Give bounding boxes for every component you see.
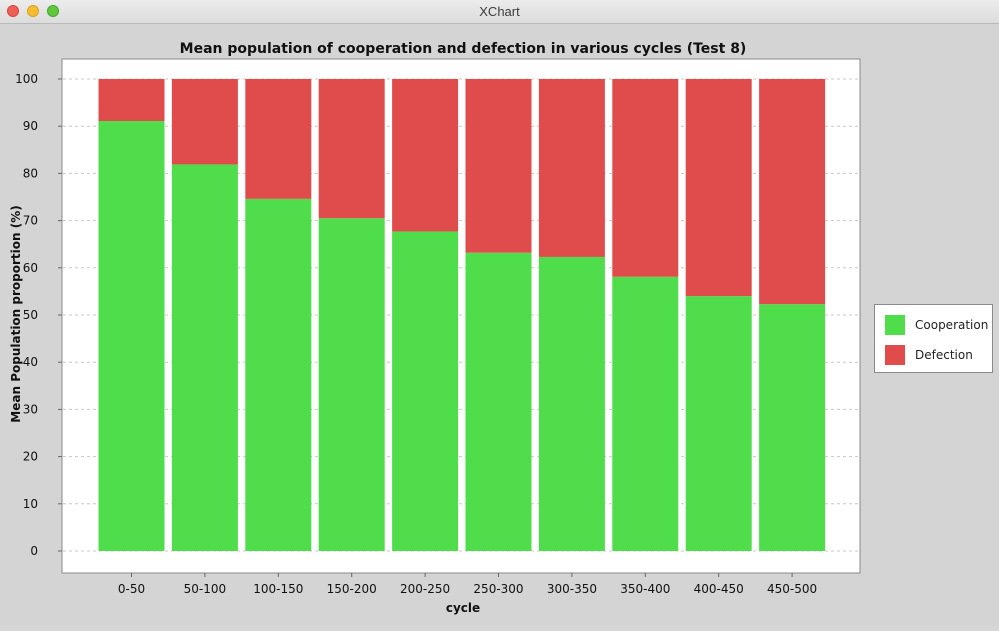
- chart-title: Mean population of cooperation and defec…: [180, 41, 747, 57]
- y-tick-label-60: 60: [23, 261, 38, 275]
- y-tick-label-90: 90: [23, 119, 38, 133]
- x-tick-label-250-300: 250-300: [473, 582, 523, 596]
- bar-defection-350-400: [612, 79, 679, 277]
- bar-cooperation-250-300: [465, 252, 532, 552]
- zoom-window-button[interactable]: [47, 5, 59, 17]
- chart-panel: Mean population of cooperation and defec…: [0, 24, 999, 626]
- bar-cooperation-400-450: [685, 296, 752, 551]
- y-axis-label: Mean Population proportion (%): [9, 205, 23, 422]
- y-tick-label-10: 10: [23, 497, 38, 511]
- x-tick-label-300-350: 300-350: [547, 582, 597, 596]
- y-tick-label-80: 80: [23, 166, 38, 180]
- legend-label-cooperation: Cooperation: [915, 318, 989, 332]
- y-tick-label-50: 50: [23, 308, 38, 322]
- x-tick-label-50-100: 50-100: [184, 582, 227, 596]
- x-tick-label-150-200: 150-200: [327, 582, 377, 596]
- legend-swatch-cooperation: [885, 315, 905, 335]
- y-axis: 0 10 20 30 40 50 60 70 80 90 100: [15, 72, 62, 558]
- x-tick-label-200-250: 200-250: [400, 582, 450, 596]
- x-tick-label-350-400: 350-400: [620, 582, 670, 596]
- window-title: XChart: [479, 4, 520, 19]
- bar-defection-0-50: [98, 79, 165, 122]
- x-tick-label-450-500: 450-500: [767, 582, 817, 596]
- x-tick-label-0-50: 0-50: [118, 582, 145, 596]
- x-axis: 0-50 50-100 100-150 150-200 200-250 250-300 30…: [118, 573, 817, 596]
- y-tick-label-20: 20: [23, 450, 38, 464]
- bar-defection-450-500: [759, 79, 826, 305]
- minimize-window-button[interactable]: [27, 5, 39, 17]
- bar-cooperation-200-250: [392, 231, 459, 551]
- bar-cooperation-350-400: [612, 276, 679, 551]
- bar-cooperation-50-100: [171, 164, 238, 551]
- legend: Cooperation Defection: [874, 304, 993, 373]
- stacked-bar-chart: Mean population of cooperation and defec…: [9, 41, 861, 615]
- bars: [98, 79, 826, 552]
- y-tick-label-30: 30: [23, 402, 38, 416]
- bar-defection-200-250: [392, 79, 459, 232]
- x-axis-label: cycle: [446, 601, 480, 615]
- bar-defection-50-100: [171, 79, 238, 165]
- bar-defection-100-150: [245, 79, 312, 199]
- bar-defection-400-450: [685, 79, 752, 297]
- bar-cooperation-0-50: [98, 121, 165, 552]
- bar-cooperation-300-350: [538, 256, 605, 551]
- legend-label-defection: Defection: [915, 348, 973, 362]
- bar-cooperation-100-150: [245, 198, 312, 551]
- y-tick-label-100: 100: [15, 72, 38, 86]
- y-tick-label-0: 0: [30, 544, 38, 558]
- close-window-button[interactable]: [7, 5, 19, 17]
- title-bar: XChart: [0, 0, 999, 24]
- bar-defection-150-200: [318, 79, 385, 219]
- bar-defection-250-300: [465, 79, 532, 253]
- x-tick-label-400-450: 400-450: [694, 582, 744, 596]
- y-tick-label-40: 40: [23, 355, 38, 369]
- bar-defection-300-350: [538, 79, 605, 257]
- x-tick-label-100-150: 100-150: [253, 582, 303, 596]
- bar-cooperation-150-200: [318, 218, 385, 552]
- bar-cooperation-450-500: [759, 304, 826, 551]
- y-tick-label-70: 70: [23, 214, 38, 228]
- legend-swatch-defection: [885, 345, 905, 365]
